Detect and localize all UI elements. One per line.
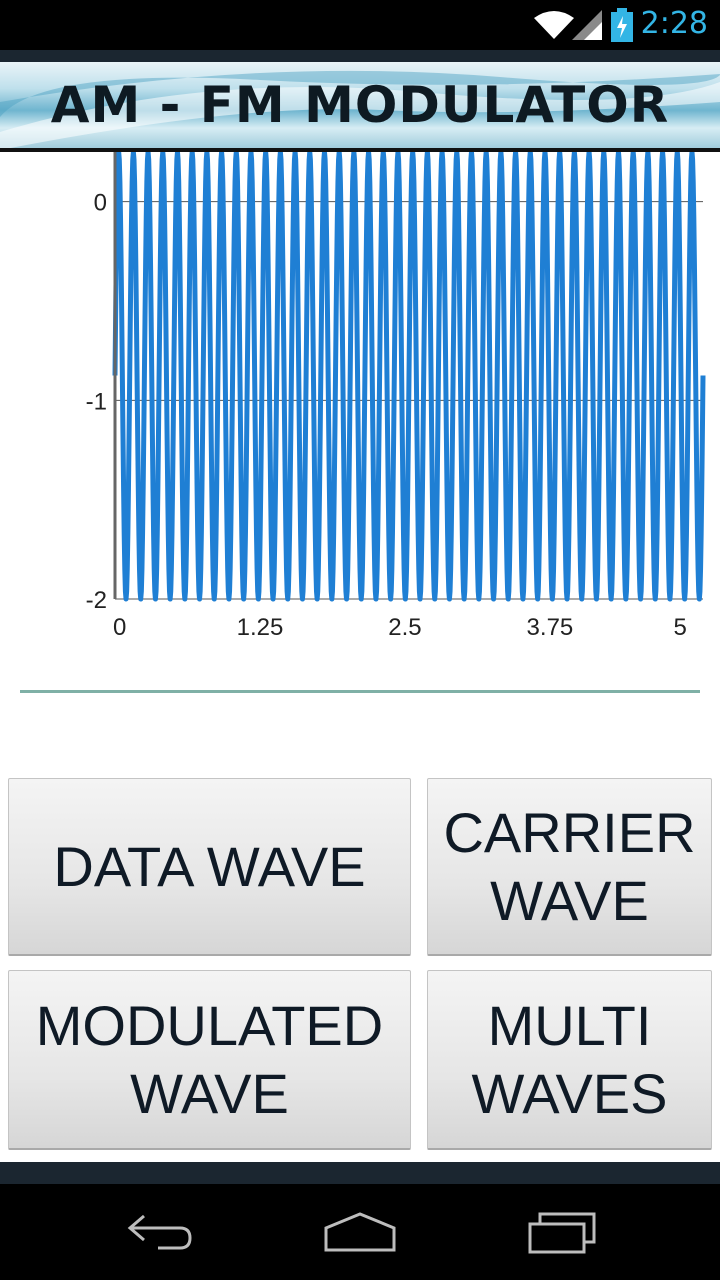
- chart-divider: [20, 690, 700, 693]
- multi-waves-button[interactable]: MULTI WAVES: [427, 970, 712, 1150]
- app-banner: AM - FM MODULATOR: [0, 62, 720, 150]
- modulated-wave-label-line1: MODULATED: [35, 993, 384, 1057]
- recent-apps-icon[interactable]: [526, 1210, 598, 1254]
- navigation-bar: [0, 1184, 720, 1280]
- x-tick-label: 1.25: [237, 614, 284, 641]
- x-tick-label: 2.5: [388, 614, 421, 641]
- banner-border: [0, 148, 720, 152]
- banner-swoosh: [0, 67, 720, 150]
- x-tick-label: 0: [113, 614, 126, 641]
- y-tick-label: 0: [94, 190, 107, 217]
- data-wave-label: DATA WAVE: [53, 834, 366, 898]
- modulated-wave-label-line2: WAVE: [130, 1061, 289, 1125]
- battery-charging-icon: [611, 8, 633, 42]
- content-bottom-border: [0, 1162, 720, 1184]
- wifi-icon: [534, 11, 574, 39]
- signal-icon: [572, 10, 602, 40]
- modulated-wave-button[interactable]: MODULATED WAVE: [8, 970, 411, 1150]
- x-tick-label: 3.75: [527, 614, 574, 641]
- back-icon[interactable]: [124, 1210, 196, 1254]
- carrier-wave-label-line2: WAVE: [490, 868, 649, 932]
- main-content: 0 -1 -2 0 1.25 2.5 3.75 5 DATA WAVE CARRIER WAV…: [0, 152, 720, 1162]
- x-tick-label: 5: [674, 614, 687, 641]
- y-tick-label: -2: [86, 587, 107, 614]
- wave-series-line: [112, 152, 706, 602]
- clock: 2:28: [640, 6, 708, 41]
- y-tick-label: -1: [86, 388, 107, 415]
- home-icon[interactable]: [322, 1210, 398, 1254]
- multi-waves-label-line1: MULTI: [487, 993, 652, 1057]
- banner-title: AM - FM MODULATOR: [50, 76, 670, 134]
- modulated-wave-chart: 0-1-20 1.25 2.5 3.75 5: [86, 152, 706, 641]
- action-bar-divider: [0, 50, 720, 62]
- multi-waves-label-line2: WAVES: [471, 1061, 668, 1125]
- data-wave-button[interactable]: DATA WAVE: [8, 778, 411, 956]
- carrier-wave-button[interactable]: CARRIER WAVE: [427, 778, 712, 956]
- carrier-wave-label-line1: CARRIER: [443, 800, 696, 864]
- status-bar: 2:28: [0, 0, 720, 50]
